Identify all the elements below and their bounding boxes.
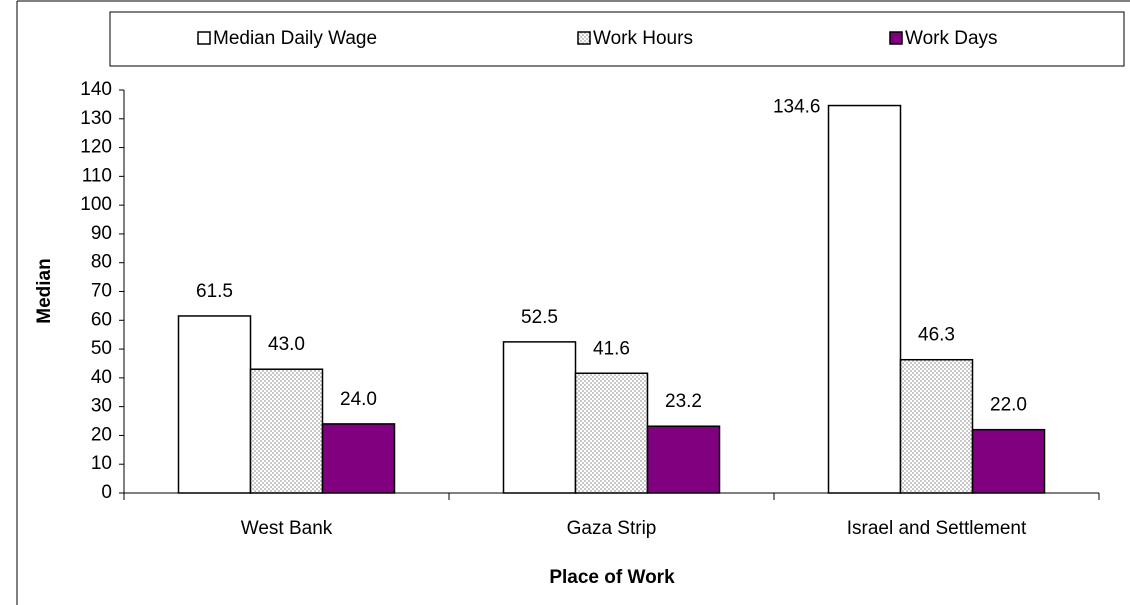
bar: [574, 372, 649, 494]
y-tick-label: 0: [101, 482, 112, 503]
bar: [971, 428, 1046, 494]
bar: [899, 358, 974, 494]
legend-swatch: [889, 31, 903, 45]
value-label: 46.3: [918, 325, 955, 346]
value-label: 61.5: [196, 281, 233, 302]
bar: [249, 368, 324, 494]
x-tick-label: Gaza Strip: [567, 518, 657, 539]
y-tick-label: 70: [91, 281, 112, 302]
y-tick-label: 110: [82, 165, 112, 186]
legend-swatch: [577, 31, 591, 45]
y-tick-label: 20: [91, 424, 112, 445]
y-tick-label: 140: [80, 79, 112, 100]
value-label: 23.2: [665, 391, 702, 412]
value-label: 24.0: [340, 389, 377, 410]
bar: [321, 423, 396, 494]
bar: [827, 104, 902, 494]
y-tick-label: 40: [91, 367, 112, 388]
bar: [646, 425, 721, 494]
legend-label: Median Daily Wage: [213, 28, 377, 49]
bar: [502, 341, 577, 494]
y-tick-label: 50: [91, 338, 112, 359]
y-tick-label: 30: [91, 396, 112, 417]
value-label: 43.0: [268, 334, 305, 355]
value-label: 22.0: [990, 395, 1027, 416]
x-tick-label: West Bank: [241, 518, 333, 539]
y-tick-label: 120: [80, 137, 112, 158]
y-tick-label: 90: [91, 223, 112, 244]
legend-label: Work Hours: [593, 28, 693, 49]
y-axis-title: Median: [34, 258, 55, 323]
y-tick-label: 100: [80, 194, 112, 215]
y-tick-label: 60: [91, 309, 112, 330]
y-tick-label: 10: [91, 453, 112, 474]
legend-box: [109, 11, 1125, 67]
value-label: 41.6: [593, 338, 630, 359]
x-axis-title: Place of Work: [549, 567, 675, 588]
value-label: 52.5: [521, 307, 558, 328]
x-tick-label: Israel and Settlement: [847, 518, 1027, 539]
bar: [177, 315, 252, 494]
value-label: 134.6: [773, 97, 821, 118]
legend-label: Work Days: [905, 28, 998, 49]
y-tick-label: 80: [91, 252, 112, 273]
legend-swatch: [197, 31, 211, 45]
y-tick-label: 130: [80, 108, 112, 129]
